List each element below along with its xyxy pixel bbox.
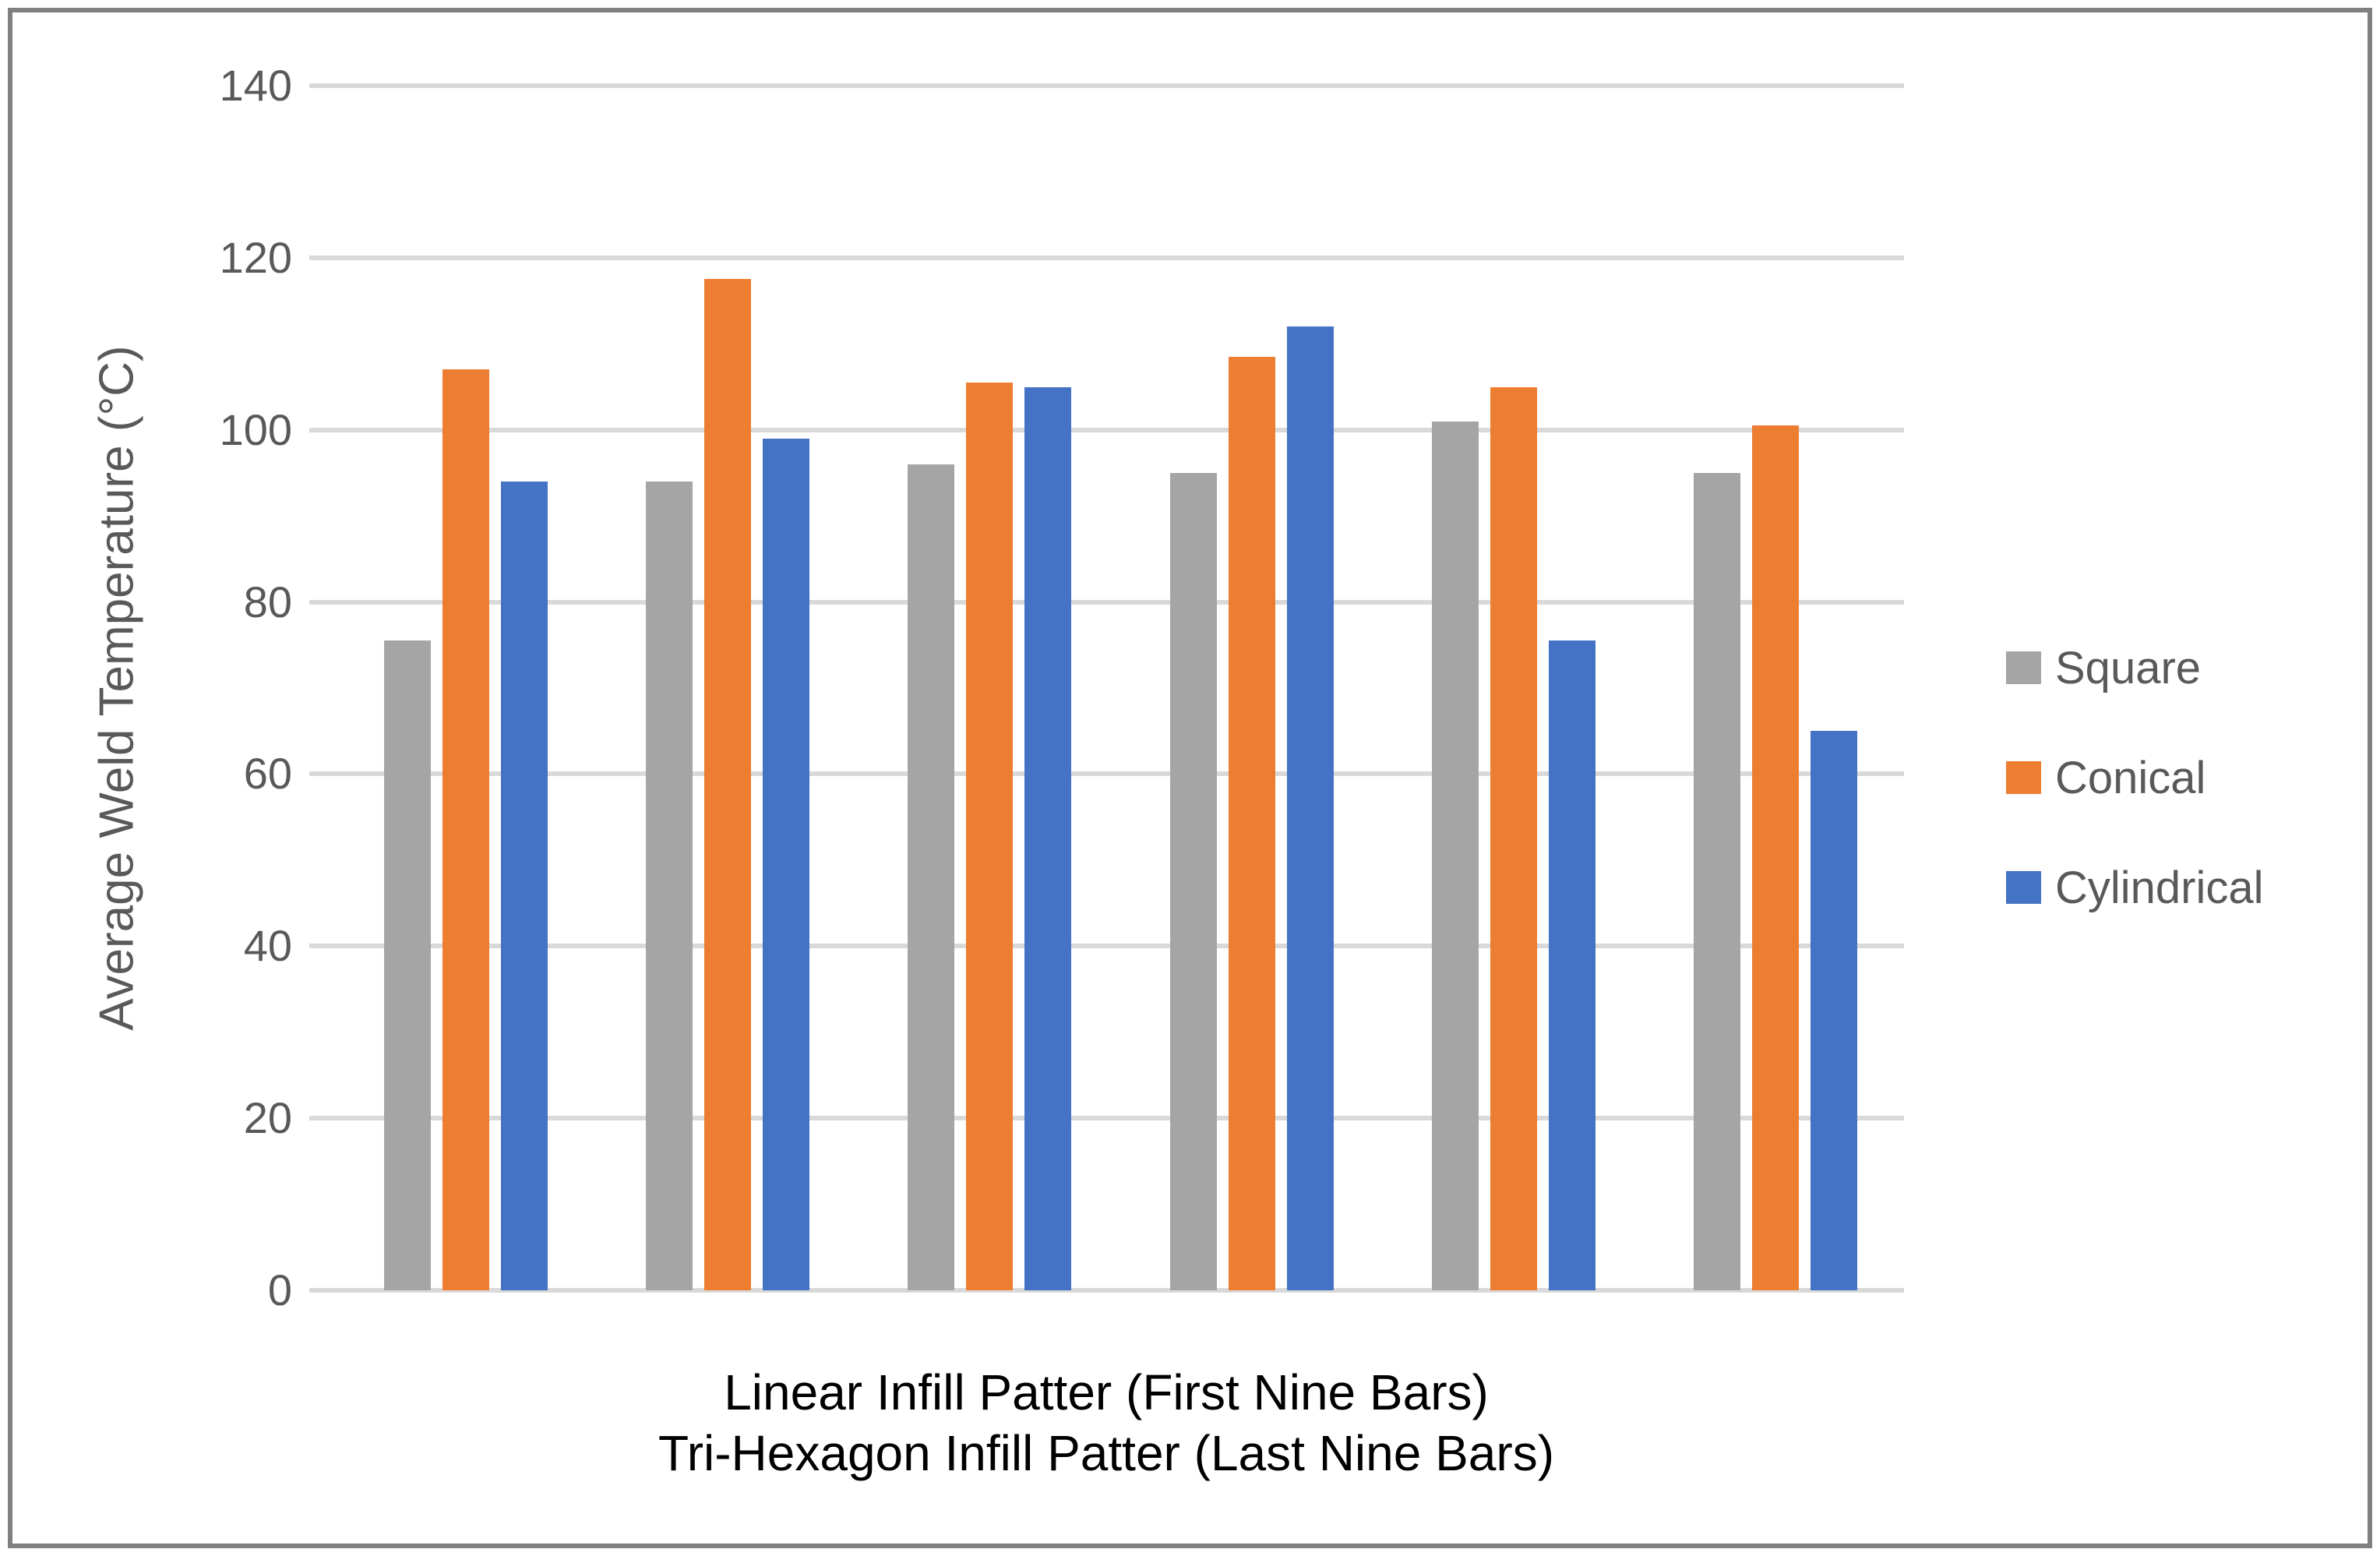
y-tick-label-140: 140 (219, 61, 292, 110)
legend-item-conical: Conical (2006, 752, 2264, 803)
bar-conical-group4 (1228, 356, 1275, 1290)
bar-square-group5 (1431, 421, 1479, 1290)
gridline-100 (309, 427, 1904, 432)
bar-conical-group3 (966, 382, 1014, 1290)
x-axis-title: Linear Infill Patter (First Nine Bars) T… (327, 1362, 1885, 1484)
y-tick-label-60: 60 (243, 749, 292, 799)
y-tick-label-80: 80 (243, 577, 292, 626)
y-tick-label-40: 40 (243, 921, 292, 971)
bar-cylindrical-group2 (763, 438, 810, 1290)
bar-square-group2 (646, 481, 693, 1290)
bar-cylindrical-group5 (1548, 640, 1595, 1290)
y-tick-label-120: 120 (219, 232, 292, 282)
gridline-80 (309, 599, 1904, 605)
gridline-0 (309, 1288, 1904, 1293)
legend-swatch-conical-icon (2006, 761, 2041, 794)
bar-conical-group2 (704, 279, 752, 1290)
x-axis-title-line1: Linear Infill Patter (First Nine Bars) (724, 1364, 1489, 1420)
bar-conical-group1 (443, 369, 489, 1290)
gridline-60 (309, 771, 1904, 777)
bar-cylindrical-group1 (501, 481, 548, 1290)
y-tick-label-100: 100 (219, 404, 292, 454)
bar-square-group1 (384, 640, 431, 1290)
gridline-20 (309, 1116, 1904, 1121)
bar-cylindrical-group3 (1024, 386, 1072, 1290)
bar-conical-group5 (1490, 386, 1537, 1290)
legend-item-square: Square (2006, 642, 2264, 693)
legend-label-square: Square (2055, 642, 2202, 693)
bar-conical-group6 (1752, 425, 1799, 1290)
bar-cylindrical-group6 (1811, 731, 1857, 1290)
x-axis-title-line2: Tri-Hexagon Infill Patter (Last Nine Bar… (658, 1425, 1555, 1481)
y-tick-label-20: 20 (243, 1093, 292, 1143)
legend-swatch-square-icon (2006, 651, 2041, 684)
bar-square-group6 (1694, 472, 1740, 1290)
gridline-120 (309, 255, 1904, 260)
bar-square-group4 (1169, 472, 1217, 1290)
legend-item-cylindrical: Cylindrical (2006, 862, 2264, 913)
legend-label-cylindrical: Cylindrical (2055, 862, 2264, 913)
plot-area (309, 83, 1904, 1293)
legend-label-conical: Conical (2055, 752, 2206, 803)
legend: Square Conical Cylindrical (2006, 642, 2264, 974)
bar-cylindrical-group4 (1286, 326, 1334, 1290)
legend-swatch-cylindrical-icon (2006, 871, 2041, 904)
gridline-40 (309, 944, 1904, 949)
gridline-140 (309, 83, 1904, 88)
bar-square-group3 (908, 464, 955, 1290)
y-tick-label-0: 0 (267, 1265, 292, 1314)
